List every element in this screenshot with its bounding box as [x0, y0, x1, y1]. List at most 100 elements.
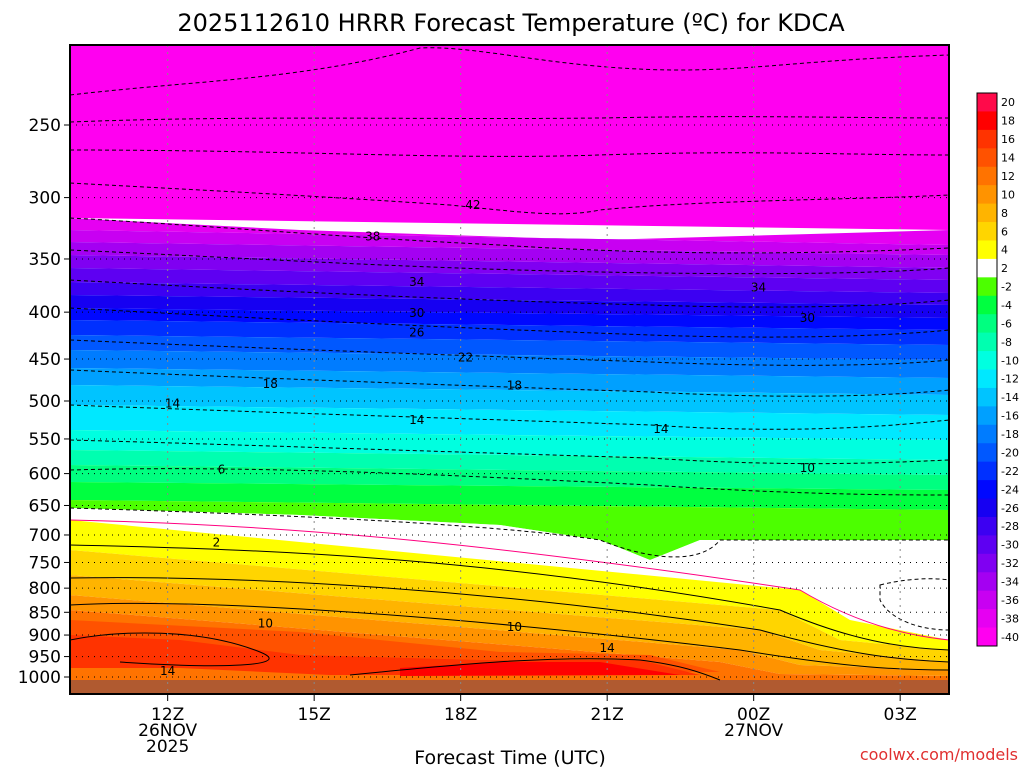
colorbar-label-29: -40: [1001, 631, 1019, 644]
contour-line-minus-6: [70, 468, 949, 496]
colorbar-label-15: -12: [1001, 373, 1019, 386]
x-tick-label-1-1: 15Z: [298, 705, 331, 725]
y-tick-label-550: 550: [29, 430, 61, 450]
contour-lines: [70, 47, 949, 681]
colorbar-swatch-11: [977, 295, 997, 315]
credit-text: coolwx.com/models: [860, 745, 1018, 764]
contour-label-3: 30: [409, 306, 424, 320]
y-tick-label-350: 350: [29, 250, 61, 270]
band-minus-40: [70, 205, 949, 230]
x-tick-label-4-2: 27NOV: [724, 721, 783, 741]
plot-frame: [69, 44, 950, 695]
contour-label-13: 34: [751, 280, 766, 294]
colorbar-swatch-15: [977, 369, 997, 389]
y-tick-label-800: 800: [29, 579, 61, 599]
contour-label-11: 6: [218, 462, 226, 476]
contour-label-16: 10: [258, 616, 273, 630]
band-minus-28: [70, 282, 949, 305]
colorbar-swatch-16: [977, 387, 997, 407]
colorbar-swatch-26: [977, 572, 997, 592]
band-minus-30: [70, 268, 949, 293]
colorbar-label-1: 18: [1001, 115, 1015, 128]
band-minus-24: [70, 308, 949, 330]
colorbar-label-22: -26: [1001, 502, 1019, 515]
contour-line-0: [70, 519, 949, 641]
contour-line-minus-2: [70, 507, 949, 558]
y-tick-label-700: 700: [29, 526, 61, 546]
colorbar-label-2: 16: [1001, 133, 1015, 146]
band-minus-22: [70, 320, 949, 345]
band-minus-20: [70, 335, 949, 360]
colorbar-swatch-17: [977, 406, 997, 426]
colorbar: 20 18 16 14 12 10 8 6 4 2 -2 -4 -6 -8 -10 -12 -14 -16 -18 -…: [976, 92, 1019, 647]
colorbar-swatch-24: [977, 535, 997, 555]
x-tick-label-4-1: 00Z: [737, 705, 770, 725]
colorbar-label-20: -22: [1001, 465, 1019, 478]
band-minus-4: [70, 482, 949, 510]
band-minus-26: [70, 295, 949, 318]
contour-line-minus-26: [70, 307, 949, 338]
contour-line-minus-18: [70, 369, 949, 397]
contour-line-minus-48: [70, 149, 949, 157]
x-tick-label-0-2: 26NOV: [138, 721, 197, 741]
contour-line-10: [70, 602, 949, 671]
band-minus-36: [70, 230, 949, 255]
band-minus-12: [70, 405, 949, 440]
x-tick-label-0-1: 12Z: [151, 705, 184, 725]
contour-line-2: [70, 544, 949, 651]
colorbar-label-12: -6: [1001, 317, 1012, 330]
y-tick-label-500: 500: [29, 392, 61, 412]
colorbar-label-14: -10: [1001, 354, 1019, 367]
colorbar-swatch-18: [977, 424, 997, 444]
y-tick-label-300: 300: [29, 189, 61, 209]
contour-label-10: 14: [653, 422, 668, 436]
contour-label-18: 14: [600, 641, 615, 655]
colorbar-label-8: 4: [1001, 244, 1008, 257]
y-tick-label-600: 600: [29, 465, 61, 485]
colorbar-swatch-27: [977, 590, 997, 610]
colorbar-label-21: -24: [1001, 483, 1019, 496]
band-minus-2: [70, 500, 949, 560]
colorbar-label-4: 12: [1001, 170, 1015, 183]
contour-label-9: 14: [409, 413, 424, 427]
colorbar-swatch-2: [977, 129, 997, 149]
band-minus-38: [70, 218, 949, 245]
contour-label-5: 22: [458, 350, 473, 364]
colorbar-swatch-14: [977, 351, 997, 370]
contour-label-1: 38: [365, 230, 380, 244]
band-minus-6: [70, 465, 949, 490]
band-4: [70, 550, 949, 662]
colorbar-swatch-3: [977, 148, 997, 168]
y-tick-label-250: 250: [29, 116, 61, 136]
x-axis-label: Forecast Time (UTC): [414, 747, 605, 768]
y-tick-label-1000: 1000: [18, 668, 61, 688]
band-minus-34: [70, 242, 949, 268]
x-tick-label-5-1: 03Z: [884, 705, 917, 725]
colorbar-swatch-21: [977, 480, 997, 500]
y-tick-label-450: 450: [29, 350, 61, 370]
y-tick-label-650: 650: [29, 496, 61, 516]
contour-line-14-west: [70, 632, 270, 667]
colorbar-label-11: -4: [1001, 299, 1012, 312]
colorbar-swatch-10: [977, 277, 997, 297]
band-minus-18: [70, 350, 949, 378]
plot-area: 42 38 34 30 26 22 18 18 14 14 14 6 10 34 30 2 10 10 14 14: [70, 45, 949, 694]
y-tick-label-900: 900: [29, 626, 61, 646]
colorbar-label-0: 20: [1001, 96, 1015, 109]
colorbar-label-7: 6: [1001, 225, 1008, 238]
contour-line-minus-10: [70, 439, 949, 465]
colorbar-swatch-23: [977, 516, 997, 536]
colorbar-swatch-25: [977, 553, 997, 573]
x-tick-label-3-1: 21Z: [591, 705, 624, 725]
colorbar-label-19: -20: [1001, 446, 1019, 459]
colorbar-swatch-20: [977, 461, 997, 481]
colorbar-swatch-1: [977, 111, 997, 131]
ground-below-surface: [70, 680, 949, 694]
contour-line-minus-22: [70, 339, 949, 366]
contour-line-6: [70, 577, 949, 663]
colorbar-swatch-5: [977, 185, 997, 205]
contour-label-12: 10: [800, 461, 815, 475]
x-tick-label-0-3: 2025: [146, 737, 189, 757]
colorbar-label-27: -36: [1001, 594, 1019, 607]
